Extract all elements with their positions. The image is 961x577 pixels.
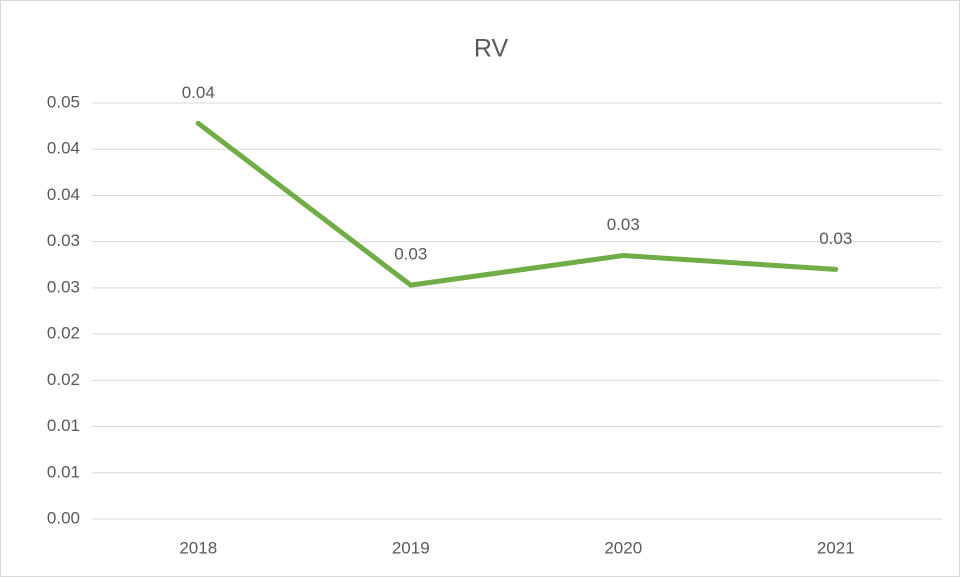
- line-series: [195, 120, 839, 288]
- y-tick-label: 0.00: [47, 508, 80, 527]
- y-tick-label: 0.03: [47, 277, 80, 296]
- x-tick-label: 2020: [604, 538, 642, 557]
- y-tick-label: 0.02: [47, 370, 80, 389]
- y-tick-label: 0.03: [47, 231, 80, 250]
- chart-title: RV: [474, 35, 509, 63]
- y-tick-label: 0.02: [47, 324, 80, 343]
- y-tick-label: 0.04: [47, 185, 80, 204]
- y-tick-label: 0.04: [47, 139, 80, 158]
- x-tick-label: 2019: [392, 538, 430, 557]
- x-tick-label: 2018: [179, 538, 217, 557]
- y-tick-label: 0.05: [47, 92, 80, 111]
- data-label: 0.03: [394, 245, 427, 264]
- data-label: 0.03: [819, 229, 852, 248]
- y-tick-label: 0.01: [47, 462, 80, 481]
- x-tick-label: 2021: [817, 538, 855, 557]
- y-tick-label: 0.01: [47, 416, 80, 435]
- data-label: 0.04: [182, 83, 215, 102]
- data-label: 0.03: [607, 215, 640, 234]
